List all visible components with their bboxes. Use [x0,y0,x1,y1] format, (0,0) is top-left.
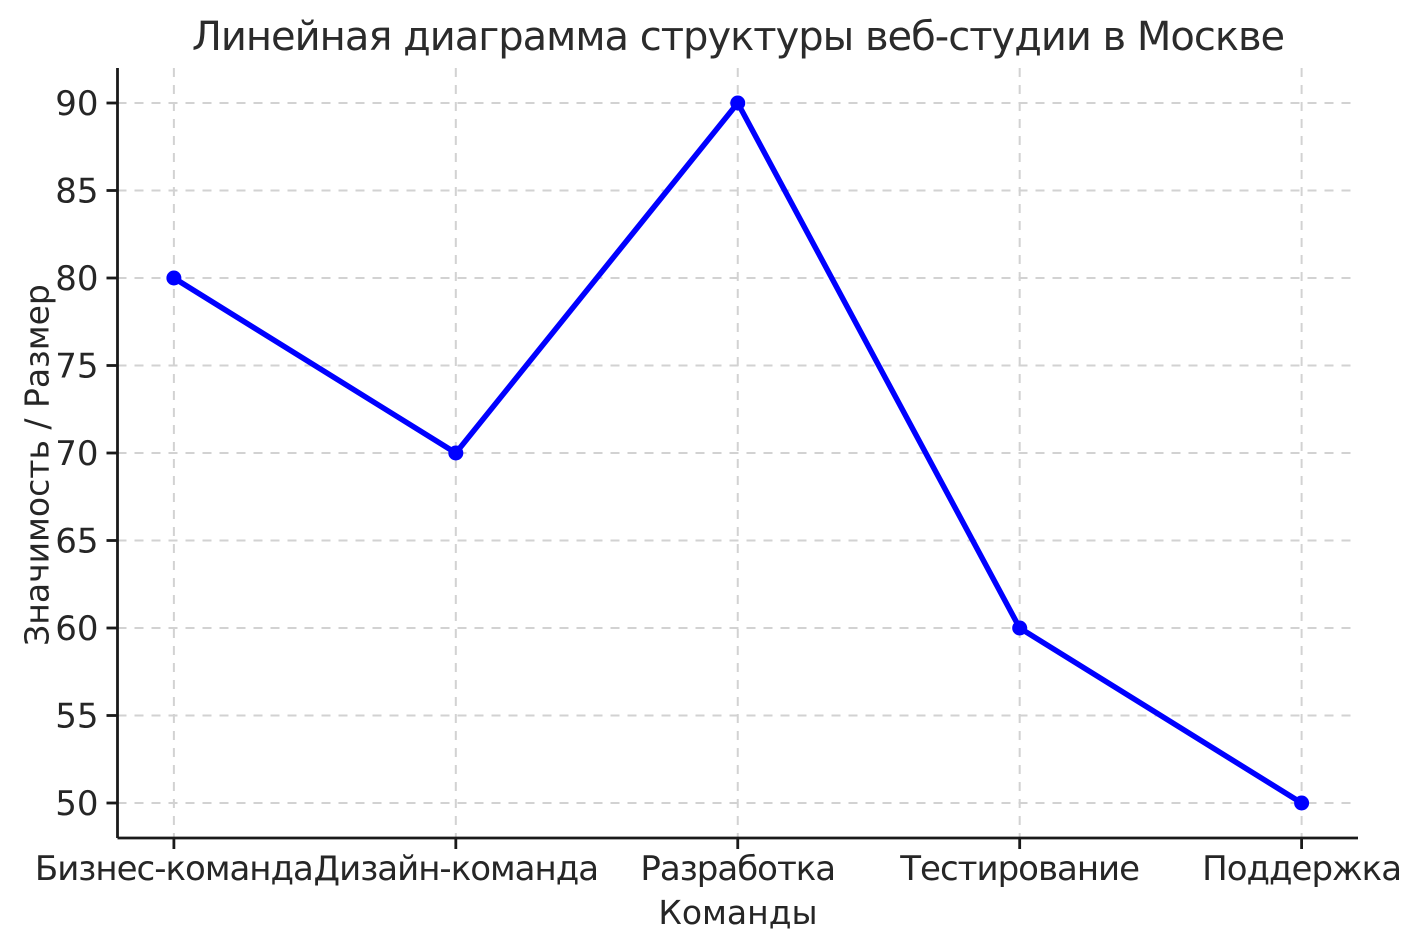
data-point [166,270,182,286]
x-tick-label: Бизнес-команда [35,849,313,889]
data-point [730,95,746,111]
data-point [1294,795,1310,811]
y-axis-label: Значимость / Размер [17,284,57,646]
ticks [106,101,1304,849]
y-tick-label: 70 [55,434,98,474]
chart-title: Линейная диаграмма структуры веб-студии … [191,14,1285,60]
y-tick-label: 90 [55,84,98,124]
y-tick-label: 85 [55,172,98,212]
y-tick-label: 65 [55,522,98,562]
data-point [1012,620,1028,636]
x-tick-label: Дизайн-команда [314,849,599,889]
y-tick-label: 60 [55,609,98,649]
y-tick-label: 75 [55,347,98,387]
x-tick-label: Тестирование [899,849,1139,889]
y-tick-label: 55 [55,697,98,737]
y-tick-label: 80 [55,259,98,299]
data-points [166,95,1310,811]
data-point [448,445,464,461]
y-tick-label: 50 [55,784,98,824]
x-tick-label: Поддержка [1202,849,1401,889]
x-axis-label: Команды [658,893,818,932]
x-tick-label: Разработка [640,849,835,889]
